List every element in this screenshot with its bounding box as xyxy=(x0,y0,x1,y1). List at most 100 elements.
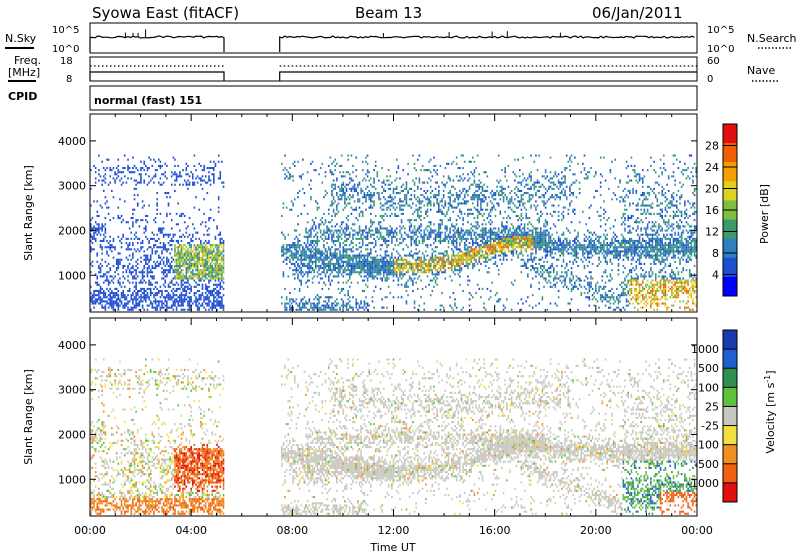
range-cell xyxy=(151,292,154,295)
range-cell xyxy=(455,162,458,165)
range-cell xyxy=(347,256,349,259)
range-cell xyxy=(122,166,124,170)
range-cell xyxy=(381,217,383,220)
range-cell xyxy=(198,279,201,282)
range-cell xyxy=(209,267,212,270)
range-cell xyxy=(298,308,301,311)
freq-label: Freq. xyxy=(14,54,41,67)
range-cell xyxy=(216,294,218,297)
range-cell xyxy=(441,204,443,207)
range-cell xyxy=(431,273,434,276)
range-cell xyxy=(99,239,102,243)
range-cell xyxy=(429,227,432,230)
range-cell xyxy=(361,267,364,270)
range-cell xyxy=(164,308,167,311)
range-cell xyxy=(138,289,141,293)
range-cell xyxy=(282,233,285,236)
range-cell xyxy=(502,233,505,236)
range-cell xyxy=(340,154,343,157)
range-cell xyxy=(98,179,100,182)
range-cell xyxy=(476,202,479,205)
range-cell xyxy=(98,169,100,172)
range-cell xyxy=(355,298,358,301)
range-cell xyxy=(219,231,222,234)
range-cell xyxy=(135,281,137,284)
range-cell xyxy=(478,187,481,190)
range-cell xyxy=(366,269,369,272)
range-cell xyxy=(314,254,317,257)
range-cell xyxy=(472,244,474,247)
range-cell xyxy=(109,296,112,299)
range-cell xyxy=(96,252,99,255)
range-cell xyxy=(132,208,134,211)
range-cell xyxy=(170,183,173,186)
range-cell xyxy=(384,267,387,270)
range-cell xyxy=(416,210,419,213)
range-cell xyxy=(104,306,107,309)
range-cell xyxy=(172,300,175,303)
range-cell xyxy=(429,279,432,282)
range-cell xyxy=(389,194,392,197)
range-cell xyxy=(148,281,150,284)
range-cell xyxy=(434,254,437,257)
range-cell xyxy=(502,196,505,199)
range-cell xyxy=(303,204,306,207)
range-cell xyxy=(185,169,188,172)
range-cell xyxy=(128,262,131,265)
range-cell xyxy=(429,233,432,236)
range-cell xyxy=(219,306,222,309)
range-cell xyxy=(208,258,210,261)
range-cell xyxy=(450,264,453,268)
range-cell xyxy=(476,196,479,199)
range-cell xyxy=(371,221,374,224)
range-cell xyxy=(391,200,393,203)
range-cell xyxy=(455,246,458,249)
range-cell xyxy=(363,235,366,238)
range-cell xyxy=(117,302,120,305)
range-cell xyxy=(415,252,417,255)
range-cell xyxy=(99,300,102,303)
range-cell xyxy=(402,248,404,251)
range-cell xyxy=(209,246,212,249)
range-cell xyxy=(449,231,451,234)
range-cell xyxy=(387,254,390,257)
range-cell xyxy=(114,179,116,182)
range-cell xyxy=(326,252,328,255)
range-cell xyxy=(93,248,95,251)
range-cell xyxy=(204,285,207,288)
range-cell xyxy=(399,229,401,232)
range-cell xyxy=(164,289,167,293)
range-cell xyxy=(355,231,358,234)
range-cell xyxy=(329,260,332,263)
range-cell xyxy=(400,185,403,188)
range-cell xyxy=(413,252,416,255)
range-cell xyxy=(386,271,388,274)
range-cell xyxy=(94,300,97,303)
range-cell xyxy=(332,308,335,311)
range-cell xyxy=(200,183,202,186)
range-cell xyxy=(421,252,424,255)
range-cell xyxy=(386,229,388,232)
range-cell xyxy=(447,260,450,263)
range-cell xyxy=(183,214,186,218)
range-cell xyxy=(355,237,358,240)
range-cell xyxy=(104,217,107,220)
range-cell xyxy=(413,273,416,276)
range-cell xyxy=(439,223,442,226)
range-cell xyxy=(433,258,435,261)
range-cell xyxy=(135,264,137,268)
range-cell xyxy=(441,260,443,263)
range-cell xyxy=(379,214,382,218)
range-cell xyxy=(444,277,447,280)
range-cell xyxy=(334,248,337,251)
range-cell xyxy=(313,223,315,226)
range-cell xyxy=(399,225,401,228)
range-cell xyxy=(348,304,351,307)
range-cell xyxy=(179,214,181,218)
range-cell xyxy=(183,235,186,238)
range-cell xyxy=(162,296,165,299)
range-cell xyxy=(382,189,385,192)
range-cell xyxy=(342,262,345,265)
range-cell xyxy=(208,273,210,276)
range-cell xyxy=(348,198,351,201)
